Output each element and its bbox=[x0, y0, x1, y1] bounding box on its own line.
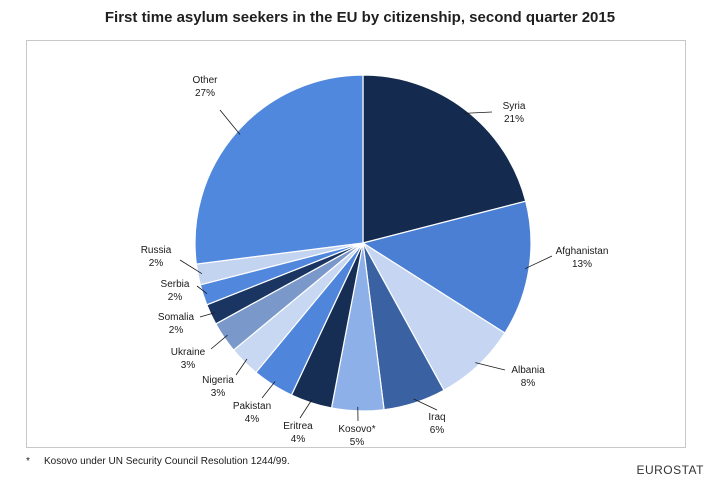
slice-value-nigeria: 3% bbox=[211, 388, 226, 399]
slice-value-kosovo: 5% bbox=[350, 437, 365, 448]
slice-value-eritrea: 4% bbox=[291, 434, 306, 445]
leader-line-eritrea bbox=[299, 398, 313, 419]
footnote: * Kosovo under UN Security Council Resolu… bbox=[26, 456, 290, 467]
leader-lines bbox=[179, 109, 553, 422]
slice-label-iraq: Iraq bbox=[428, 412, 445, 423]
footnote-marker: * bbox=[26, 456, 30, 467]
slice-value-somalia: 2% bbox=[169, 325, 184, 336]
slice-label-nigeria: Nigeria bbox=[202, 375, 234, 386]
source-label: EUROSTAT bbox=[636, 463, 704, 477]
slice-labels: Syria 21% Afghanistan 13% Albania 8% Iraq 6% Kos… bbox=[141, 75, 609, 448]
slice-value-pakistan: 4% bbox=[245, 414, 260, 425]
leader-line-somalia bbox=[199, 312, 215, 318]
slice-value-serbia: 2% bbox=[168, 292, 183, 303]
slice-value-syria: 21% bbox=[504, 114, 524, 125]
leader-line-nigeria bbox=[235, 358, 248, 376]
slice-label-kosovo: Kosovo* bbox=[338, 424, 375, 435]
leader-line-pakistan bbox=[261, 381, 276, 399]
leader-line-albania bbox=[475, 362, 506, 371]
slice-label-syria: Syria bbox=[503, 101, 526, 112]
leader-line-other bbox=[219, 109, 241, 135]
leader-line-syria bbox=[463, 111, 493, 114]
slice-label-somalia: Somalia bbox=[158, 312, 195, 323]
slice-label-serbia: Serbia bbox=[161, 279, 190, 290]
slice-label-eritrea: Eritrea bbox=[283, 421, 313, 432]
slice-value-russia: 2% bbox=[149, 258, 164, 269]
slice-value-afghanistan: 13% bbox=[572, 259, 592, 270]
leader-line-afghanistan bbox=[524, 255, 553, 270]
leader-line-iraq bbox=[413, 398, 438, 411]
slice-label-pakistan: Pakistan bbox=[233, 401, 271, 412]
leader-line-russia bbox=[179, 259, 203, 275]
leader-line-ukraine bbox=[210, 334, 228, 350]
slice-value-other: 27% bbox=[195, 88, 215, 99]
pie-slice-afghanistan bbox=[361, 200, 532, 334]
slice-value-albania: 8% bbox=[521, 378, 536, 389]
leader-line-serbia bbox=[196, 285, 208, 295]
pie-slice-syria bbox=[362, 74, 527, 244]
pie-slices bbox=[194, 74, 532, 412]
slice-label-afghanistan: Afghanistan bbox=[556, 246, 609, 257]
slice-label-albania: Albania bbox=[511, 365, 545, 376]
chart-title: First time asylum seekers in the EU by c… bbox=[104, 9, 616, 26]
slice-label-russia: Russia bbox=[141, 245, 172, 256]
chart-frame bbox=[26, 40, 686, 448]
slice-value-ukraine: 3% bbox=[181, 360, 196, 371]
slice-label-ukraine: Ukraine bbox=[171, 347, 206, 358]
pie-slice-other bbox=[194, 74, 364, 265]
slice-value-iraq: 6% bbox=[430, 425, 445, 436]
footnote-text: Kosovo under UN Security Council Resolut… bbox=[44, 456, 290, 467]
slice-label-other: Other bbox=[192, 75, 218, 86]
